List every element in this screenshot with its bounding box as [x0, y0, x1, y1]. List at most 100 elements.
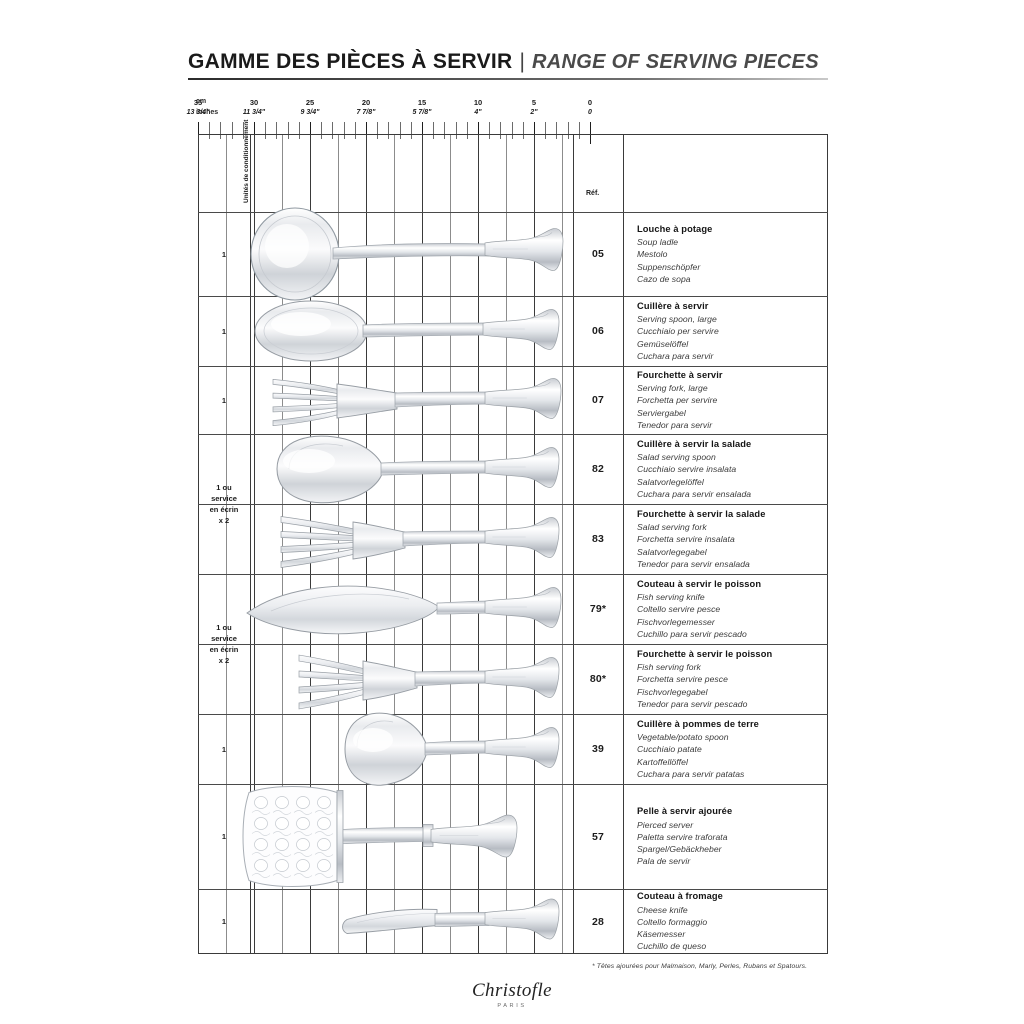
qty-cell: 1	[198, 366, 250, 434]
table-row: 82 Cuillère à servir la salade Salad servi…	[198, 434, 828, 504]
title-separator: |	[519, 50, 525, 73]
description-de: Kartoffellöffel	[637, 756, 688, 767]
ref-cell: 79*	[573, 574, 623, 644]
description-es: Pala de servir	[637, 856, 691, 867]
ruler-row-inches: inches 13 3/4" 11 3/4" 9 3/4" 7 7/8" 5 7/8" 4…	[187, 109, 592, 120]
description-it: Cucchiaio per servire	[637, 326, 719, 337]
row-divider	[198, 212, 828, 214]
table-row: 1 06 Cuillère à servir Serving spoon, large…	[198, 296, 828, 366]
description-de: Salatvorlegegabel	[637, 546, 707, 557]
unit-header-rotated: Unités de conditionnement	[216, 119, 278, 204]
ruler-cm-label: 20	[361, 98, 371, 107]
ruler-tick-minor	[354, 122, 356, 139]
table-row: 1 05 Louche à potage Soup ladle Mestolo Suppe…	[198, 212, 828, 296]
description-en: Serving fork, large	[637, 383, 708, 393]
ref-value: 82	[591, 463, 605, 475]
ruler-inch-label: 5 7/8"	[412, 109, 432, 116]
ruler-tick-minor	[209, 122, 211, 139]
ruler-cm-label: 0	[587, 98, 593, 107]
ref-cell: 07	[573, 366, 623, 434]
page-title-en: RANGE OF SERVING PIECES	[531, 51, 819, 73]
row-divider	[198, 714, 828, 716]
description-de: Serviergabel	[637, 407, 686, 418]
ref-cell: 83	[573, 504, 623, 574]
ruler-tick-major	[198, 122, 200, 144]
page-title: GAMME DES PIÈCES À SERVIR | RANGE OF SER…	[188, 50, 828, 80]
group-qty-line: x 2	[218, 656, 230, 665]
description-fr: Cuillère à servir	[637, 300, 709, 311]
description-fr: Fourchette à servir la salade	[637, 508, 766, 519]
ruler-tick-minor	[265, 122, 267, 139]
ruler-tick-minor	[298, 122, 300, 139]
grid-vline	[226, 134, 227, 954]
ruler-unit-cm: cm	[196, 98, 207, 105]
description-it: Coltello formaggio	[637, 916, 708, 927]
footnote: * Têtes ajourées pour Malmaison, Marly, …	[592, 963, 808, 970]
ruler-ticks	[198, 122, 592, 144]
group-qty-label: 1 ou service en écrin x 2	[198, 434, 250, 574]
ref-value: 79*	[589, 603, 607, 615]
page-title-fr: GAMME DES PIÈCES À SERVIR	[188, 50, 513, 73]
description-es: Cuchillo para servir pescado	[637, 628, 747, 639]
description-fr: Fourchette à servir le poisson	[637, 648, 773, 659]
table-row: 1 28 Couteau à fromage Cheese knife Coltello…	[198, 889, 828, 954]
qty-cell: 1	[198, 784, 250, 889]
unit-header-label: Unités de conditionnement	[243, 119, 250, 203]
description-en: Vegetable/potato spoon	[637, 732, 729, 742]
table-row: 80* Fourchette à servir le poisson Fish se…	[198, 644, 828, 714]
row-divider	[198, 889, 828, 891]
group-qty-line: en écrin	[209, 505, 239, 514]
group-qty-text: 1 ou service en écrin x 2	[210, 622, 239, 666]
qty-value: 1	[221, 832, 227, 841]
description-en: Salad serving fork	[637, 522, 707, 532]
description-fr: Louche à potage	[637, 223, 713, 234]
description-cell: Fourchette à servir Serving fork, large Fo…	[623, 366, 828, 434]
ruler-tick-minor	[567, 122, 569, 139]
brand-name: Christofle	[471, 980, 552, 1001]
group-qty-line: 1 ou	[216, 623, 232, 632]
description-it: Cucchiaio servire insalata	[637, 464, 737, 475]
group-qty-label: 1 ou service en écrin x 2	[198, 574, 250, 714]
ruler-tick-minor	[522, 122, 524, 139]
brand-logo: Christofle PARIS	[0, 980, 1024, 1009]
group-qty-line: en écrin	[209, 645, 239, 654]
ruler-tick-minor	[444, 122, 446, 139]
description-es: Cuchara para servir	[637, 350, 714, 361]
qty-value: 1	[221, 744, 227, 754]
description-cell: Cuillère à servir la salade Salad serving…	[623, 434, 828, 504]
qty-cell: 1	[198, 296, 250, 366]
ref-value: 80*	[589, 673, 607, 685]
ref-value: 07	[591, 394, 605, 406]
description-it: Cucchiaio patate	[637, 744, 702, 755]
description-cell: Fourchette à servir le poisson Fish servi…	[623, 644, 828, 714]
ruler-cm-label: 25	[305, 98, 315, 107]
row-divider	[198, 644, 828, 646]
description-it: Forchetta per servire	[637, 395, 718, 406]
measurement-ruler: cm 35 30 25 20 15 10 5 0 inches 13 3/4" 11 3/4" 9…	[187, 98, 593, 144]
group-qty-line: service	[211, 634, 237, 643]
ref-value: 28	[591, 915, 605, 928]
grid-vline	[562, 134, 563, 954]
ref-cell: 28	[573, 889, 623, 954]
description-en: Fish serving fork	[637, 662, 701, 672]
ruler-cm-label: 5	[531, 98, 537, 107]
description-es: Cazo de sopa	[637, 273, 691, 284]
ruler-tick-major	[590, 122, 592, 144]
description-cell: Fourchette à servir la salade Salad servi…	[623, 504, 828, 574]
ruler-tick-minor	[343, 122, 345, 139]
description-fr: Couteau à fromage	[637, 891, 723, 902]
description-de: Käsemesser	[637, 929, 686, 940]
table-row: 1 57 Pelle à servir ajourée Pierced server P…	[198, 784, 828, 889]
ruler-tick-major	[478, 122, 480, 144]
table-row: 79* Couteau à servir le poisson Fish servi…	[198, 574, 828, 644]
description-fr: Cuillère à servir la salade	[637, 438, 752, 449]
ruler-tick-minor	[388, 122, 390, 139]
ruler-tick-major	[366, 122, 368, 144]
description-cell: Cuillère à pommes de terre Vegetable/pota…	[623, 714, 828, 784]
description-cell: Couteau à fromage Cheese knife Coltello fo…	[623, 889, 828, 954]
ruler-tick-major	[254, 122, 256, 144]
ruler-cm-label: 30	[249, 98, 259, 107]
ruler-tick-major	[422, 122, 424, 144]
description-fr: Cuillère à pommes de terre	[637, 718, 759, 729]
